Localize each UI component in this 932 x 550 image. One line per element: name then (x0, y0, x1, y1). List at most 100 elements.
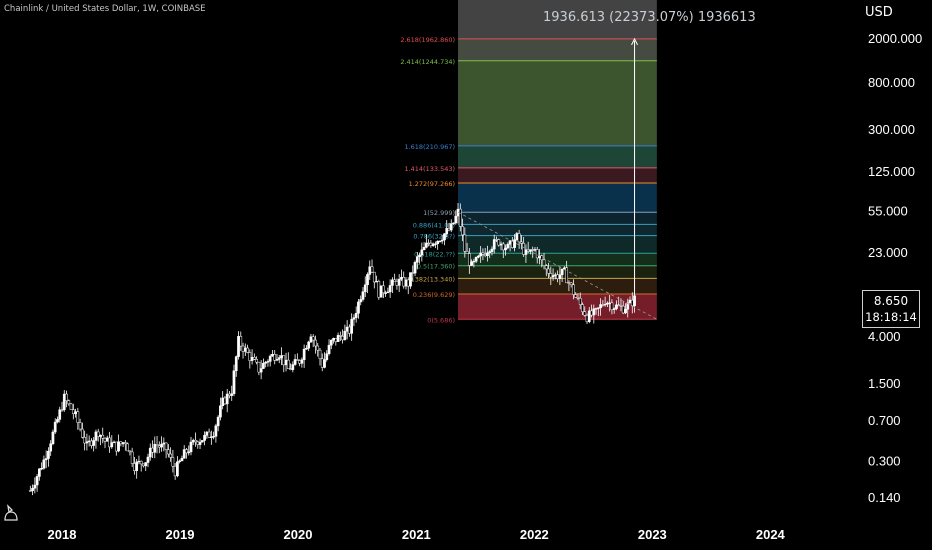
candle-body (255, 359, 258, 363)
candle-body (506, 244, 510, 249)
candle-body (569, 282, 573, 285)
candle-body (239, 336, 243, 347)
candle-body (334, 338, 338, 342)
candle-body (124, 442, 127, 445)
candle-body (592, 308, 596, 316)
fib-level-label: 0.618(22.??) (414, 250, 455, 258)
candle-body (58, 409, 62, 420)
candle-body (553, 274, 557, 276)
candle-body (596, 307, 600, 309)
candle-body (397, 278, 401, 286)
current-price: 8.650 (873, 294, 909, 308)
candle-body (162, 442, 166, 445)
candle-body (379, 285, 383, 298)
measure-area (458, 0, 657, 39)
candle-body (76, 411, 80, 423)
candle-body (67, 400, 71, 405)
candle-body (377, 281, 381, 298)
candle-body (248, 352, 252, 361)
candle-body (87, 440, 91, 443)
candle-body (110, 442, 114, 448)
candle-body (205, 431, 209, 436)
candle-body (155, 444, 159, 446)
candle-body (608, 302, 611, 304)
candle-body (492, 239, 496, 250)
candle-body (420, 249, 424, 256)
candle-body (445, 228, 449, 234)
fib-band (458, 60, 657, 146)
candle-body (173, 465, 177, 477)
candle-body (305, 347, 308, 350)
current-price-badge: 8.650 18:18:14 (862, 290, 920, 328)
candle-body (384, 292, 387, 294)
candle-body (216, 416, 220, 427)
candle-body (194, 439, 197, 443)
candle-body (413, 262, 417, 274)
candle-body (477, 255, 480, 258)
candle-body (71, 409, 75, 414)
candle-body (395, 281, 399, 286)
candle-body (544, 265, 548, 270)
candle-body (551, 275, 555, 278)
candle-body (74, 411, 77, 414)
candle-body (350, 319, 354, 334)
candle-body (318, 349, 322, 360)
candle-body (404, 279, 408, 287)
fib-level-label: 2.414(1244.734) (400, 58, 455, 66)
candle-body (513, 239, 516, 248)
candle-body (524, 249, 528, 255)
candle-body (264, 362, 268, 364)
fib-band (458, 224, 657, 236)
candle-body (108, 437, 111, 448)
candle-body (585, 315, 589, 322)
fib-level-label: 1(52.999) (423, 209, 455, 217)
candle-body (381, 285, 385, 294)
candle-body (563, 267, 566, 270)
fib-band (458, 167, 657, 184)
candle-body (198, 441, 202, 445)
candle-body (501, 243, 505, 251)
candle-body (153, 444, 157, 453)
candle-body (33, 484, 37, 489)
candle-body (472, 260, 476, 263)
candle-body (259, 368, 263, 373)
candle-body (352, 317, 356, 320)
candle-body (160, 443, 163, 448)
candle-body (633, 295, 636, 307)
candle-body (603, 303, 607, 306)
candle-body (504, 247, 507, 251)
candle-body (289, 368, 292, 370)
candle-body (185, 449, 188, 454)
fib-band (458, 183, 657, 213)
price-axis-tick-label: 4.000 (868, 329, 901, 344)
candle-body (438, 240, 442, 243)
candle-body (38, 468, 41, 477)
candle-body (105, 437, 109, 442)
candle-body (327, 344, 331, 354)
candle-body (388, 285, 392, 293)
candle-body (53, 421, 57, 433)
candle-body (361, 291, 365, 300)
candle-body (280, 355, 283, 358)
candle-body (200, 440, 204, 443)
tradingview-logo-icon[interactable] (2, 503, 20, 523)
candle-body (565, 267, 569, 284)
fib-band (458, 212, 657, 225)
candle-body (286, 359, 290, 369)
candle-body (277, 357, 281, 360)
time-axis-tick-label: 2019 (166, 527, 195, 542)
candle-body (268, 355, 272, 362)
fib-level-label: 0.382(13.340) (409, 275, 455, 283)
candle-body (574, 294, 578, 298)
candle-body (488, 251, 492, 254)
candle-body (370, 266, 374, 273)
candle-body (311, 336, 315, 341)
candle-body (572, 284, 575, 295)
candle-body (599, 304, 602, 309)
fib-level-label: 0.786(32.8?) (413, 233, 455, 241)
candle-body (481, 252, 485, 255)
candle-body (357, 301, 360, 314)
candle-body (348, 326, 351, 334)
candle-body (429, 242, 433, 246)
